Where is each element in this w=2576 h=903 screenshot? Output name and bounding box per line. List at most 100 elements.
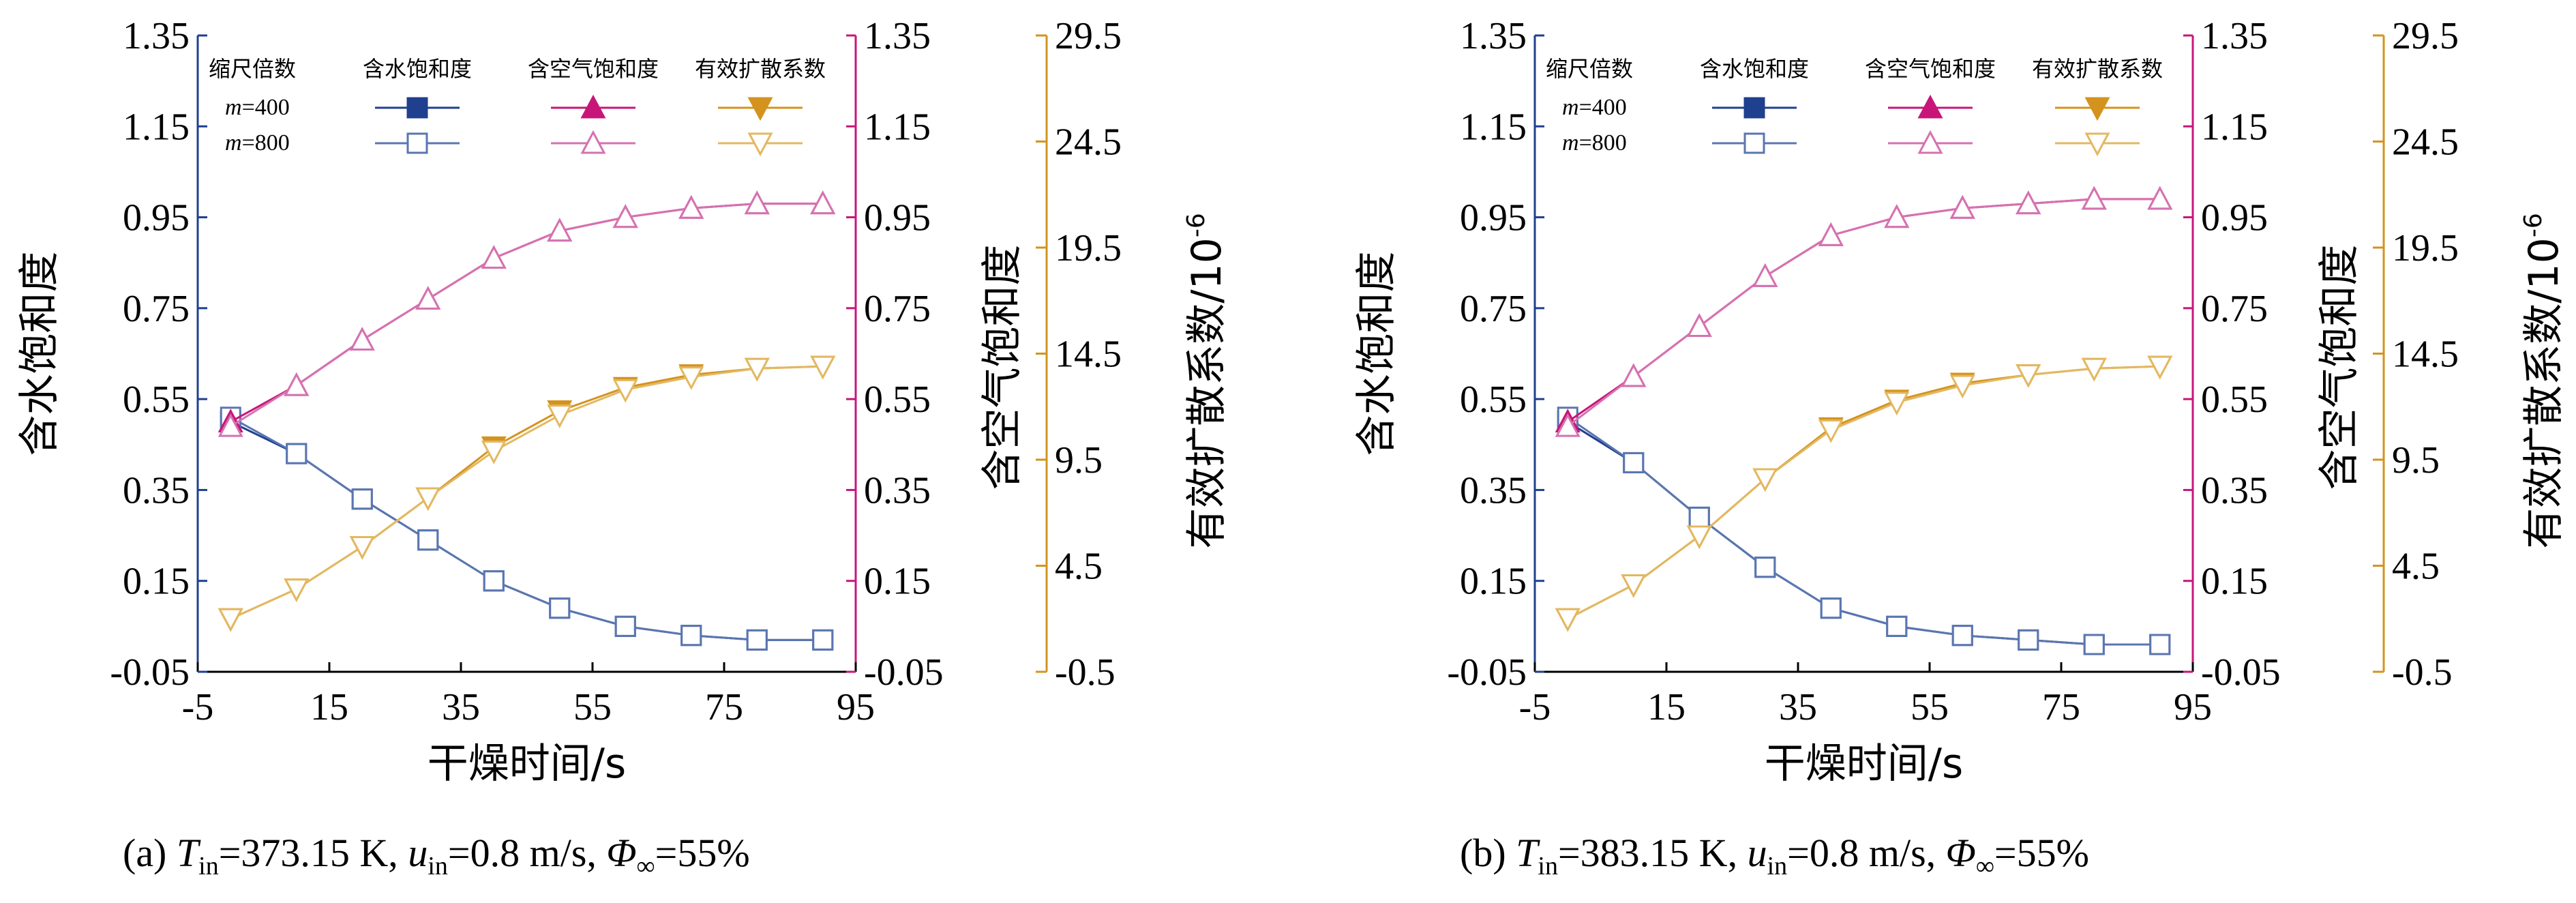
series-point-water xyxy=(746,629,768,651)
y-right2-tick-label: 14.5 xyxy=(2392,334,2459,376)
series-point-air xyxy=(2016,190,2041,215)
series-point-water xyxy=(2018,629,2039,651)
series-point-air xyxy=(612,204,638,228)
x-tick-label: 95 xyxy=(2174,686,2212,728)
series-point-water xyxy=(417,529,439,551)
y-right2-tick-label: 29.5 xyxy=(2392,15,2459,57)
series-point-diffusion xyxy=(2147,355,2173,380)
legend-col-water: 含水饱和度 xyxy=(1700,56,1809,82)
series-point-diffusion xyxy=(1686,525,1712,550)
y-left-tick-label: 0.95 xyxy=(1460,197,1527,239)
y-right1-tick-label: 1.15 xyxy=(2201,106,2268,148)
series-point-water xyxy=(1688,506,1710,528)
series-point-air xyxy=(744,190,770,215)
y-right2-tick-label: 14.5 xyxy=(1055,334,1122,376)
legend-marker xyxy=(580,130,606,154)
legend-marker xyxy=(1917,130,1943,154)
series-line-water-0 xyxy=(1567,421,2160,646)
series-point-air xyxy=(218,413,243,437)
legend-col-diffusion: 有效扩散系数 xyxy=(2032,56,2163,82)
x-tick-label: 55 xyxy=(1911,686,1949,728)
y-right2-tick-label: 9.5 xyxy=(2392,439,2440,482)
legend-marker xyxy=(747,97,773,121)
y-axis-right2-label: 有效扩散系数/10-6 xyxy=(2519,213,2568,548)
series-point-diffusion xyxy=(744,357,770,382)
series-point-water xyxy=(812,629,834,651)
y-right2-tick-label: -0.5 xyxy=(1055,651,1115,694)
y-left-tick-label: 1.15 xyxy=(123,106,190,148)
series-point-diffusion xyxy=(1555,608,1581,632)
x-tick-label: 95 xyxy=(837,686,875,728)
y-left-tick-label: 1.15 xyxy=(1460,106,1527,148)
y-right2-tick-label: 24.5 xyxy=(2392,121,2459,164)
legend-col-water: 含水饱和度 xyxy=(363,56,472,82)
series-point-diffusion xyxy=(349,536,375,560)
series-point-water xyxy=(351,488,373,510)
x-tick-label: -5 xyxy=(182,686,214,728)
series-point-water xyxy=(1623,451,1645,473)
series-point-diffusion xyxy=(678,366,704,390)
y-left-tick-label: 1.35 xyxy=(1460,15,1527,57)
x-tick-label: 75 xyxy=(705,686,743,728)
series-line-diffusion-5 xyxy=(1567,365,2160,620)
y-right1-tick-label: 0.35 xyxy=(864,469,931,512)
y-right1-tick-label: 0.75 xyxy=(2201,288,2268,330)
series-point-water xyxy=(549,597,571,619)
y-left-tick-label: 1.35 xyxy=(123,15,190,57)
chart-panel-a: -5 15 35 55 75 95-0.050.150.350.550.750.951.1… xyxy=(16,15,1231,880)
y-right2-tick-label: 29.5 xyxy=(1055,15,1122,57)
series-line-air-3 xyxy=(1567,198,2160,428)
series-point-air xyxy=(810,190,836,215)
series-point-diffusion xyxy=(1621,574,1647,598)
y-right2-tick-label: 19.5 xyxy=(1055,227,1122,269)
y-axis-left-label: 含水饱和度 xyxy=(1353,252,1401,456)
series-point-air xyxy=(547,218,573,242)
series-line-diffusion-4 xyxy=(1567,365,2160,620)
legend-marker xyxy=(2084,97,2110,121)
legend-marker xyxy=(580,94,606,119)
x-tick-label: 35 xyxy=(442,686,480,728)
series-point-diffusion xyxy=(415,487,441,512)
series-point-diffusion xyxy=(218,608,243,632)
series-point-water xyxy=(1886,615,1908,637)
series-point-air xyxy=(2081,186,2107,210)
legend-marker xyxy=(1917,94,1943,119)
y-left-tick-label: 0.55 xyxy=(123,379,190,421)
y-right1-tick-label: -0.05 xyxy=(864,651,944,694)
series-line-water-0 xyxy=(230,421,823,641)
series-point-air xyxy=(415,286,441,310)
y-right2-tick-label: 19.5 xyxy=(2392,227,2459,269)
series-point-water xyxy=(2083,634,2105,655)
legend-marker xyxy=(747,132,773,157)
series-point-air xyxy=(678,195,704,219)
y-right1-tick-label: 1.15 xyxy=(864,106,931,148)
series-point-diffusion xyxy=(2081,357,2107,382)
series-point-diffusion xyxy=(547,404,573,428)
series-point-air xyxy=(1621,363,1647,387)
panel-caption: (a) Tin=373.15 K, uin=0.8 m/s, Φ∞=55% xyxy=(123,831,750,880)
y-left-tick-label: 0.75 xyxy=(1460,288,1527,330)
series-point-air xyxy=(1752,263,1778,287)
series-line-water-1 xyxy=(230,416,823,641)
y-left-tick-label: -0.05 xyxy=(1447,651,1527,694)
x-axis-label: 干燥时间/s xyxy=(1765,740,1963,788)
series-point-diffusion xyxy=(1949,374,1975,399)
panel-caption: (b) Tin=383.15 K, uin=0.8 m/s, Φ∞=55% xyxy=(1460,831,2089,880)
y-right1-tick-label: 1.35 xyxy=(2201,15,2268,57)
series-point-air xyxy=(481,245,507,269)
y-right1-tick-label: 1.35 xyxy=(864,15,931,57)
x-tick-label: 55 xyxy=(573,686,612,728)
y-left-tick-label: 0.95 xyxy=(123,197,190,239)
legend-marker xyxy=(406,97,428,119)
y-right1-tick-label: 0.15 xyxy=(864,561,931,603)
series-line-air-3 xyxy=(230,203,823,428)
x-axis-label: 干燥时间/s xyxy=(428,740,626,788)
y-right1-tick-label: 0.95 xyxy=(2201,197,2268,239)
series-point-air xyxy=(1949,195,1975,219)
legend-header: 缩尺倍数 xyxy=(209,56,296,82)
y-right1-tick-label: 0.75 xyxy=(864,288,931,330)
y-right1-tick-label: 0.95 xyxy=(864,197,931,239)
y-right1-tick-label: 0.55 xyxy=(864,379,931,421)
legend-header: 缩尺倍数 xyxy=(1546,56,1633,82)
y-axis-left-label: 含水饱和度 xyxy=(16,252,63,456)
